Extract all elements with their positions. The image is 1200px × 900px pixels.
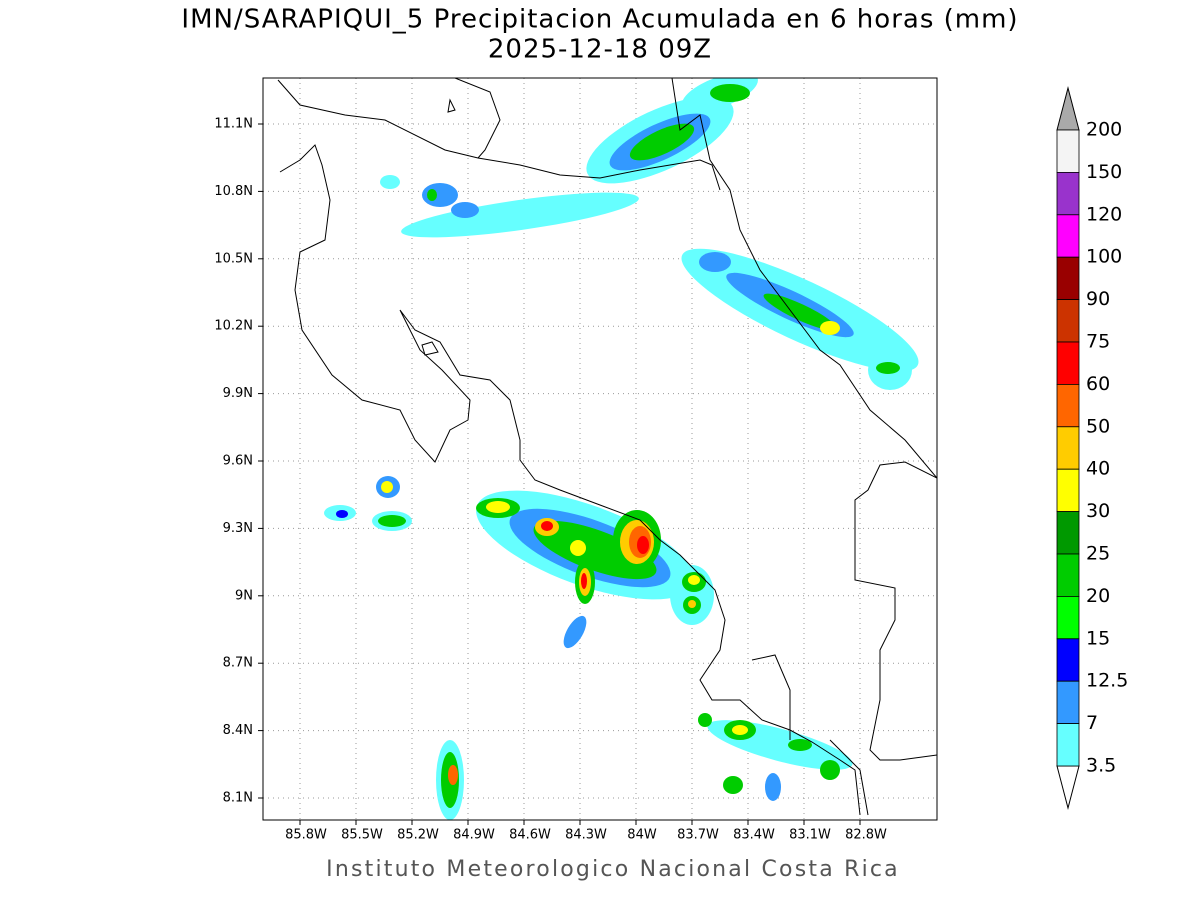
lat-label: 11.1N xyxy=(214,117,253,132)
lat-label: 10.5N xyxy=(214,251,253,266)
colorbar-box xyxy=(1056,171,1080,216)
colorbar-box xyxy=(1056,468,1080,513)
colorbar-label: 20 xyxy=(1086,585,1110,607)
colorbar-label: 75 xyxy=(1086,331,1110,353)
rain-band-north xyxy=(380,78,919,390)
lon-label: 82.8W xyxy=(845,828,887,843)
lat-label: 10.2N xyxy=(214,319,253,334)
lat-label: 9.6N xyxy=(223,454,253,469)
precipitation xyxy=(324,78,919,820)
lat-label: 9.3N xyxy=(223,521,253,536)
map-frame xyxy=(262,77,938,821)
lon-label: 83.7W xyxy=(677,828,719,843)
colorbar-under xyxy=(1056,765,1080,810)
lon-label: 83.4W xyxy=(733,828,775,843)
colorbar-label: 50 xyxy=(1086,415,1110,437)
colorbar: 200 150 120 100 90 75 60 50 40 30 25 20 15 12.5 7 3.5 xyxy=(1056,86,1128,810)
colorbar-label: 3.5 xyxy=(1086,755,1116,777)
colorbar-label: 200 xyxy=(1086,119,1122,141)
colorbar-over xyxy=(1056,86,1080,131)
footer: Instituto Meteorologico Nacional Costa R… xyxy=(326,857,900,882)
colorbar-label: 100 xyxy=(1086,246,1122,268)
colorbar-box xyxy=(1056,638,1080,682)
lon-label: 85.2W xyxy=(397,828,439,843)
grid xyxy=(258,78,937,825)
colorbar-box xyxy=(1056,214,1080,258)
colorbar-label: 12.5 xyxy=(1086,670,1128,692)
lon-label: 85.5W xyxy=(341,828,383,843)
colorbar-label: 7 xyxy=(1086,712,1098,734)
lon-label: 84.9W xyxy=(453,828,495,843)
coastlines xyxy=(277,78,937,816)
rain-band-south xyxy=(436,713,853,820)
subtitle: 2025-12-18 09Z xyxy=(488,35,712,65)
lat-label: 10.8N xyxy=(214,184,253,199)
lat-label: 9.9N xyxy=(223,386,253,401)
colorbar-label: 25 xyxy=(1086,543,1110,565)
colorbar-box xyxy=(1056,299,1080,343)
colorbar-label: 40 xyxy=(1086,458,1110,480)
lat-label: 8.4N xyxy=(223,723,253,738)
colorbar-box xyxy=(1056,129,1080,173)
colorbar-box xyxy=(1056,596,1080,640)
colorbar-label: 60 xyxy=(1086,373,1110,395)
rain-band-central xyxy=(324,476,714,649)
colorbar-label: 120 xyxy=(1086,203,1122,225)
colorbar-box xyxy=(1056,383,1080,428)
colorbar-box xyxy=(1056,553,1080,597)
colorbar-box xyxy=(1056,256,1080,301)
colorbar-box xyxy=(1056,511,1080,555)
lon-label: 85.8W xyxy=(285,828,327,843)
lon-label: 84W xyxy=(627,828,657,843)
colorbar-box xyxy=(1056,341,1080,385)
colorbar-label: 30 xyxy=(1086,500,1110,522)
colorbar-box xyxy=(1056,723,1080,767)
colorbar-label: 150 xyxy=(1086,161,1122,183)
lon-label: 83.1W xyxy=(789,828,831,843)
colorbar-box xyxy=(1056,426,1080,470)
lon-label: 84.6W xyxy=(509,828,551,843)
lat-label: 8.7N xyxy=(223,656,253,671)
title: IMN/SARAPIQUI_5 Precipitacion Acumulada … xyxy=(181,5,1018,35)
lon-label: 84.3W xyxy=(565,828,607,843)
colorbar-box xyxy=(1056,680,1080,725)
lat-label: 9N xyxy=(235,588,253,603)
colorbar-label: 15 xyxy=(1086,627,1110,649)
colorbar-label: 90 xyxy=(1086,288,1110,310)
lat-label: 8.1N xyxy=(223,791,253,806)
